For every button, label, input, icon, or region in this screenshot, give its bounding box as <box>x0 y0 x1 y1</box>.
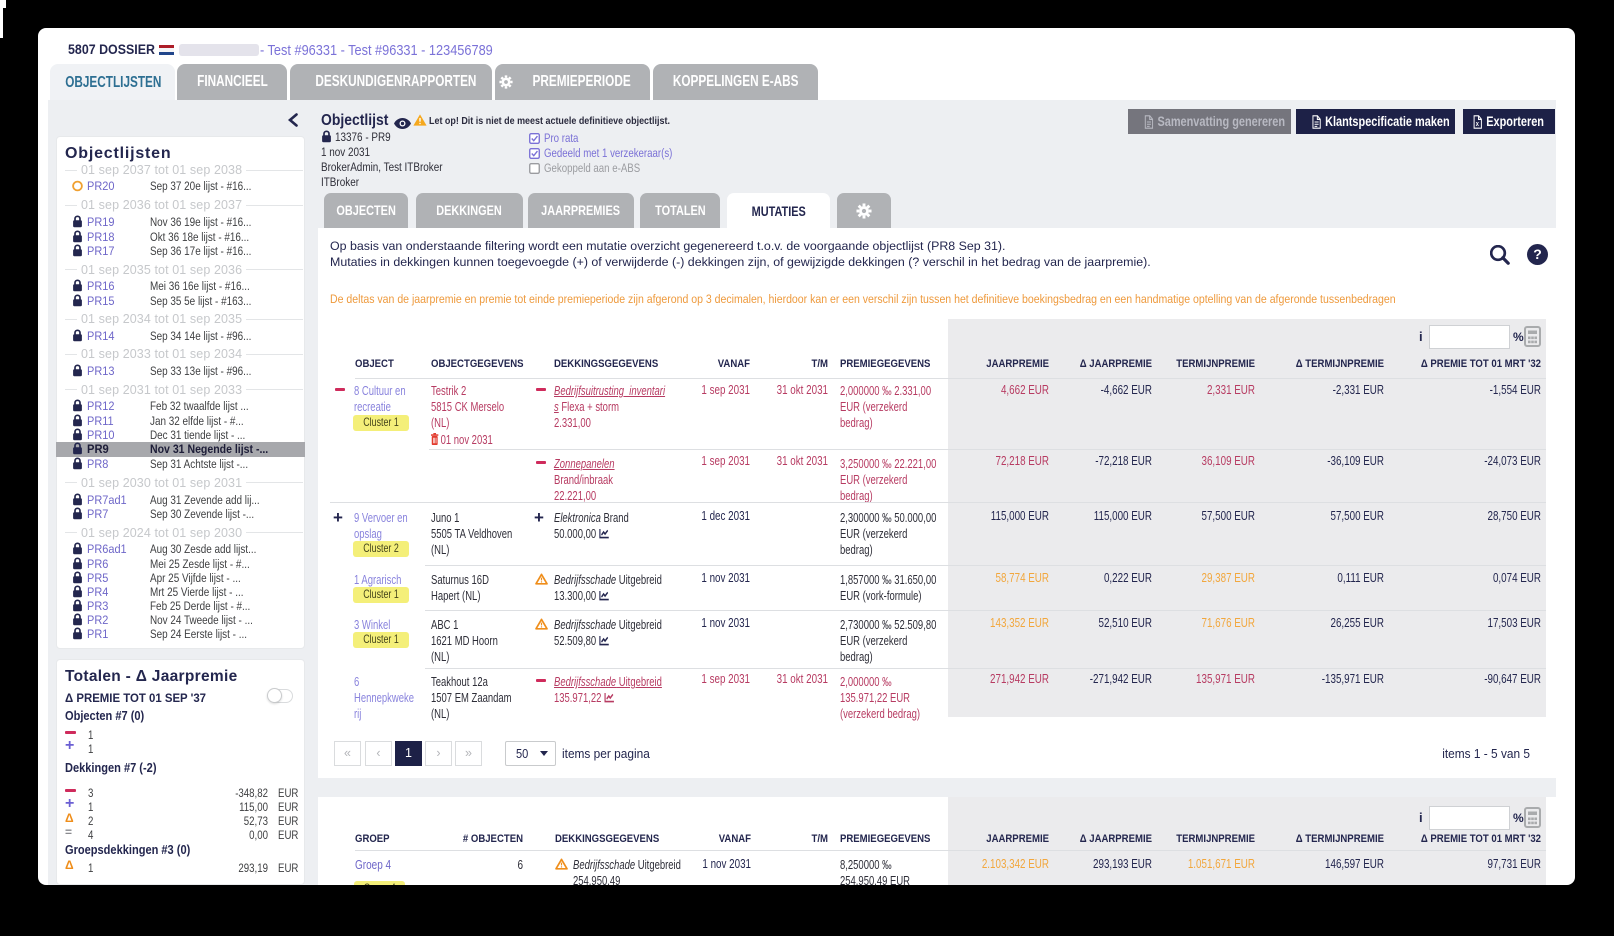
svg-text:x: x <box>1476 120 1480 128</box>
